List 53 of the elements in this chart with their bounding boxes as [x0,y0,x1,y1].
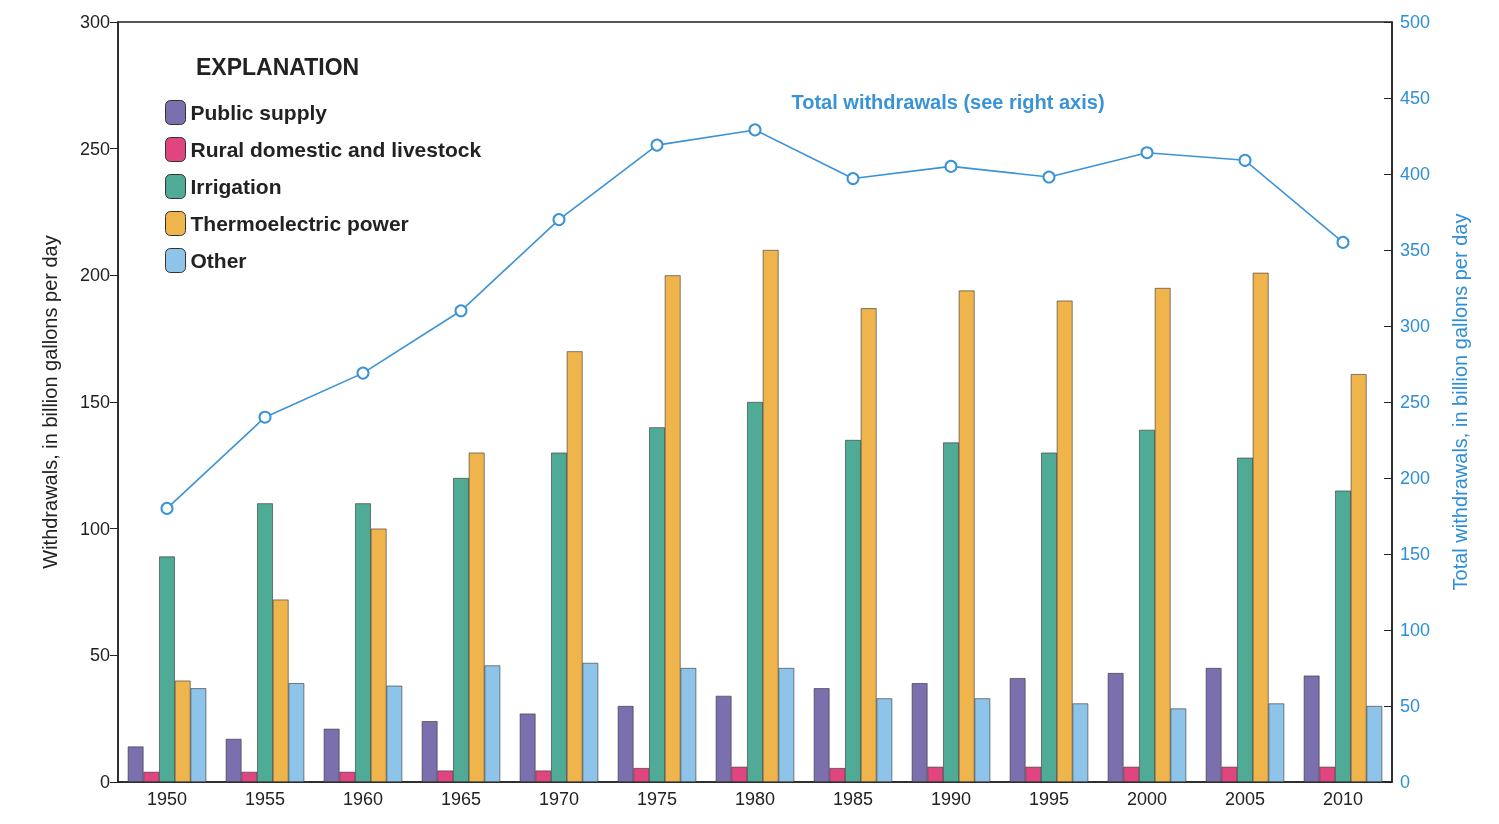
x-tick-label: 1980 [734,789,776,809]
x-tick-label: 2000 [1126,789,1168,809]
y-tick-label: 0 [99,772,110,792]
legend-label: Irrigation [190,175,282,198]
point [1238,153,1252,167]
legend-label: Rural domestic and livestock [190,138,482,161]
y2-axis-title: Total withdrawals, in billion gallons per day [1449,213,1471,591]
point [552,213,566,227]
y2-tick-label: 500 [1400,12,1431,32]
x-tick-label: 1965 [440,789,482,809]
x-tick-label: 1990 [930,789,972,809]
point [454,304,468,318]
series-label: Total withdrawals (see right axis) [791,90,1105,113]
y-axis-title: Withdrawals, in billion gallons per day [39,235,61,569]
x-tick-label: 2005 [1224,789,1266,809]
x-tick-label: 1950 [146,789,188,809]
y-tick-label: 300 [79,12,110,32]
y-tick-label: 100 [79,518,110,539]
y-tick-label: 150 [79,392,110,412]
legend-label: Public supply [190,101,328,124]
y2-tick-label: 100 [1400,620,1431,640]
y-tick-label: 250 [79,138,110,159]
y2-tick-label: 450 [1400,88,1431,108]
point [748,123,762,137]
x-tick-label: 2010 [1322,789,1364,809]
y2-tick-label: 200 [1400,468,1431,488]
x-tick-label: 1955 [244,789,286,809]
y2-tick-label: 0 [1400,772,1411,792]
y2-tick-label: 400 [1400,164,1431,184]
point [1042,170,1056,184]
y2-tick-label: 300 [1400,316,1431,336]
y2-tick-label: 250 [1400,392,1431,412]
point [650,138,664,152]
legend-label: Other [190,249,247,272]
point [846,172,860,186]
point [944,159,958,173]
y-tick-label: 200 [79,265,110,286]
legend-label: Thermoelectric power [190,212,409,235]
x-tick-label: 1970 [538,789,580,809]
legend-title: EXPLANATION [196,53,360,80]
y-tick-label: 50 [89,645,110,666]
point [1140,146,1154,160]
point [160,501,174,515]
y2-tick-label: 350 [1400,240,1431,260]
point [356,366,370,380]
x-tick-label: 1995 [1028,789,1070,809]
x-tick-label: 1975 [636,789,678,809]
point [258,410,272,424]
point [1336,235,1350,249]
y2-tick-label: 150 [1400,544,1431,564]
x-tick-label: 1985 [832,789,874,809]
y2-tick-label: 50 [1400,696,1421,716]
x-tick-label: 1960 [342,789,384,809]
